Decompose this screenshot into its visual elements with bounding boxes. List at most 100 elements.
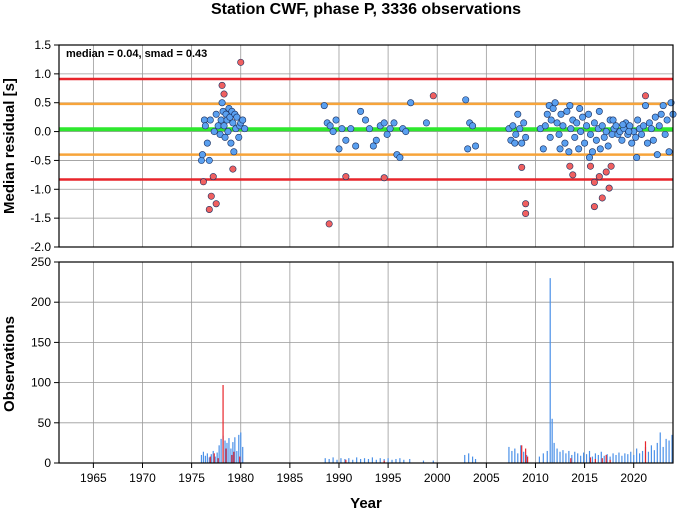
residual-point <box>390 119 398 127</box>
residual-point <box>203 139 211 147</box>
residual-point <box>241 125 249 133</box>
residual-point <box>649 136 657 144</box>
residual-point <box>596 145 604 153</box>
residual-point <box>509 122 517 130</box>
observations-y-tick-label: 150 <box>31 335 51 349</box>
residual-point <box>198 151 206 159</box>
residual-point <box>212 200 220 208</box>
residual-y-tick-label: -2.0 <box>30 240 51 254</box>
residual-point <box>472 142 480 150</box>
residual-y-tick-label: 1.0 <box>34 67 51 81</box>
residual-point <box>566 102 574 110</box>
residual-point <box>320 102 328 110</box>
residual-point <box>598 194 606 202</box>
x-tick-label: 1985 <box>277 471 304 485</box>
residual-point <box>518 163 526 171</box>
residual-point <box>516 125 524 133</box>
residual-point <box>429 92 437 100</box>
residual-point <box>326 122 334 130</box>
residual-point <box>511 139 519 147</box>
residual-point <box>357 107 365 115</box>
residual-point <box>220 90 228 98</box>
residual-point <box>547 116 555 124</box>
residual-point <box>588 148 596 156</box>
residual-y-tick-label: 1.5 <box>34 38 51 52</box>
x-tick-label: 2015 <box>571 471 598 485</box>
observations-frame <box>58 261 674 464</box>
residual-point <box>619 121 627 129</box>
residual-point <box>212 110 220 118</box>
residual-point <box>659 102 667 110</box>
residual-point <box>586 162 594 170</box>
residual-point <box>641 102 649 110</box>
residual-point <box>567 125 575 133</box>
residual-point <box>362 116 370 124</box>
residual-point <box>657 110 665 118</box>
residual-point <box>577 128 585 136</box>
x-axis-label: Year <box>350 495 382 511</box>
residual-point <box>555 130 563 138</box>
residual-point <box>551 99 559 107</box>
residual-point <box>539 145 547 153</box>
residual-point <box>583 122 591 130</box>
observations-y-tick-label: 100 <box>31 376 51 390</box>
residual-point <box>522 133 530 141</box>
residual-point <box>462 96 470 104</box>
x-tick-label: 1990 <box>326 471 353 485</box>
residual-point <box>598 122 606 130</box>
residual-point <box>565 148 573 156</box>
residual-point <box>573 119 581 127</box>
residual-point <box>600 133 608 141</box>
residual-point <box>638 130 646 138</box>
residual-panel: 1.5 1.0 0.5 0.0 -0.5 -1.0 -1.5 -2.0 <box>30 38 677 254</box>
residual-point <box>602 168 610 176</box>
residual-point <box>575 145 583 153</box>
residual-point <box>609 116 617 124</box>
residual-point <box>559 122 567 130</box>
residual-point <box>628 139 636 147</box>
residual-point <box>380 119 388 127</box>
residual-point <box>625 128 633 136</box>
x-tick-label: 1965 <box>80 471 107 485</box>
residual-point <box>227 139 235 147</box>
residual-point <box>663 116 671 124</box>
residual-point <box>199 178 207 186</box>
x-tick-label: 2020 <box>620 471 647 485</box>
residual-point <box>221 133 229 141</box>
residual-point <box>604 142 612 150</box>
residual-point <box>514 110 522 118</box>
residual-point <box>335 145 343 153</box>
residual-point <box>651 113 659 121</box>
residual-point <box>207 192 215 200</box>
residual-y-tick-label: 0.5 <box>34 96 51 110</box>
residual-point <box>595 173 603 181</box>
residual-point <box>665 148 673 156</box>
residual-point <box>602 128 610 136</box>
residual-point <box>386 125 394 133</box>
residual-point <box>402 128 410 136</box>
residual-point <box>586 130 594 138</box>
residual-point <box>220 122 228 130</box>
x-tick-label: 1975 <box>178 471 205 485</box>
residual-point <box>556 145 564 153</box>
residual-point <box>229 119 237 127</box>
residual-point <box>618 136 626 144</box>
residual-point <box>632 133 640 141</box>
residual-point <box>645 119 653 127</box>
residual-y-tick-label: 0.0 <box>34 125 51 139</box>
residual-point <box>352 142 360 150</box>
residual-point <box>612 122 620 130</box>
residual-point <box>643 139 651 147</box>
residual-point <box>200 116 208 124</box>
residual-point <box>217 116 225 124</box>
residual-point <box>569 171 577 179</box>
residual-point <box>655 122 663 130</box>
residual-point <box>522 210 530 218</box>
residual-point <box>590 203 598 211</box>
residual-point <box>342 173 350 181</box>
x-tick-label: 1980 <box>227 471 254 485</box>
residual-y-tick-label: -1.5 <box>30 211 51 225</box>
residual-point <box>561 139 569 147</box>
residual-point <box>338 125 346 133</box>
